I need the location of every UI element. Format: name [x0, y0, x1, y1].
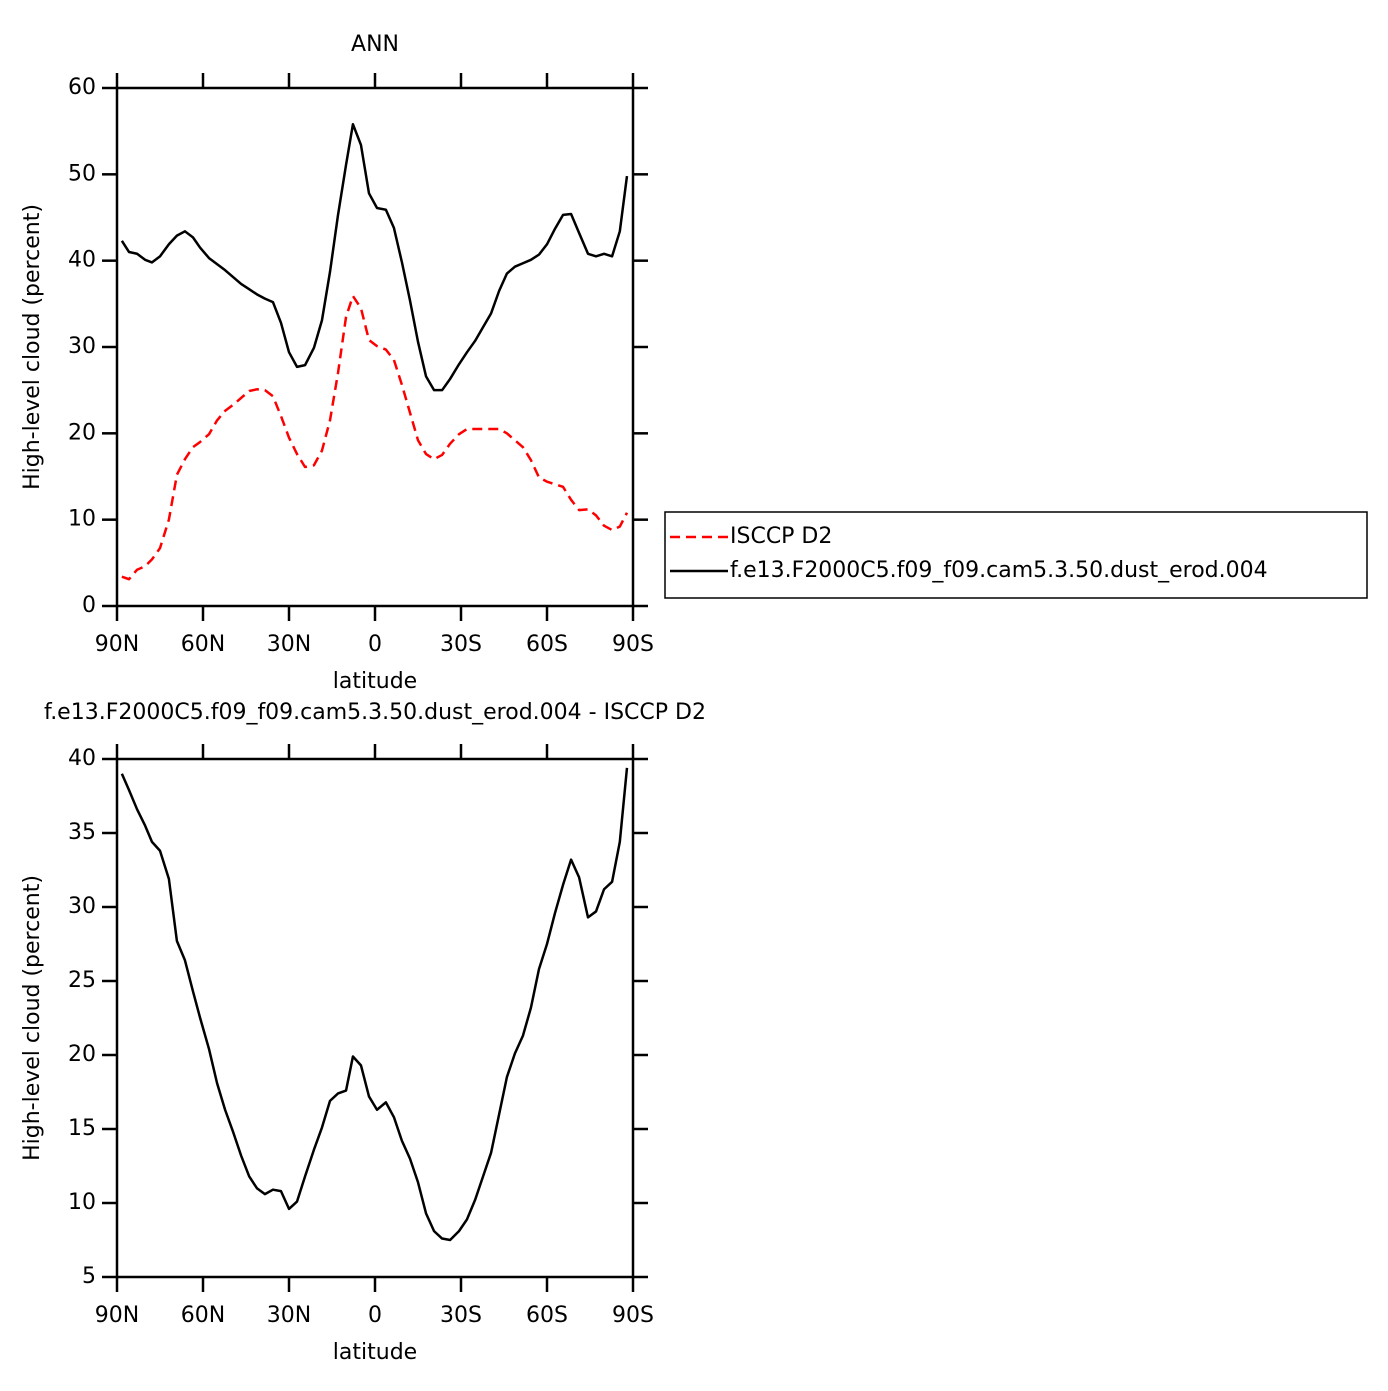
y-axis-label: High-level cloud (percent): [20, 875, 45, 1161]
chart-title: f.e13.F2000C5.f09_f09.cam5.3.50.dust_ero…: [44, 700, 706, 725]
y-tick-label: 40: [68, 248, 96, 273]
x-tick-label: 0: [368, 1303, 382, 1328]
legend-label: f.e13.F2000C5.f09_f09.cam5.3.50.dust_ero…: [730, 558, 1268, 583]
x-axis-label: latitude: [333, 669, 417, 694]
x-tick-label: 90S: [612, 632, 654, 657]
x-tick-label: 60N: [181, 632, 225, 657]
data-line: [120, 123, 629, 392]
y-tick-label: 10: [68, 507, 96, 532]
plot-frame: [115, 86, 635, 608]
x-axis-label: latitude: [333, 1340, 417, 1365]
x-tick-label: 90N: [95, 1303, 139, 1328]
y-tick-label: 30: [68, 334, 96, 359]
plot-frame: [115, 757, 635, 1279]
data-line: [121, 294, 629, 581]
x-tick-label: 60S: [526, 1303, 568, 1328]
y-tick-label: 0: [82, 593, 96, 618]
x-tick-label: 90S: [612, 1303, 654, 1328]
y-axis-label: High-level cloud (percent): [20, 204, 45, 490]
x-tick-label: 30S: [440, 1303, 482, 1328]
y-tick-label: 30: [68, 894, 96, 919]
legend-box: [664, 511, 1368, 599]
y-tick-label: 35: [68, 820, 96, 845]
y-tick-label: 5: [82, 1264, 96, 1289]
x-tick-label: 30S: [440, 632, 482, 657]
y-tick-label: 60: [68, 75, 96, 100]
y-tick-label: 10: [68, 1190, 96, 1215]
x-tick-label: 60S: [526, 632, 568, 657]
x-tick-label: 60N: [181, 1303, 225, 1328]
y-tick-label: 20: [68, 420, 96, 445]
legend-label: ISCCP D2: [730, 524, 832, 549]
data-line: [120, 767, 629, 1242]
y-tick-label: 50: [68, 161, 96, 186]
x-tick-label: 30N: [267, 632, 311, 657]
y-tick-label: 15: [68, 1116, 96, 1141]
y-tick-label: 40: [68, 746, 96, 771]
x-tick-label: 0: [368, 632, 382, 657]
y-tick-label: 25: [68, 968, 96, 993]
y-tick-label: 20: [68, 1042, 96, 1067]
x-tick-label: 30N: [267, 1303, 311, 1328]
x-tick-label: 90N: [95, 632, 139, 657]
chart-title: ANN: [351, 32, 399, 57]
